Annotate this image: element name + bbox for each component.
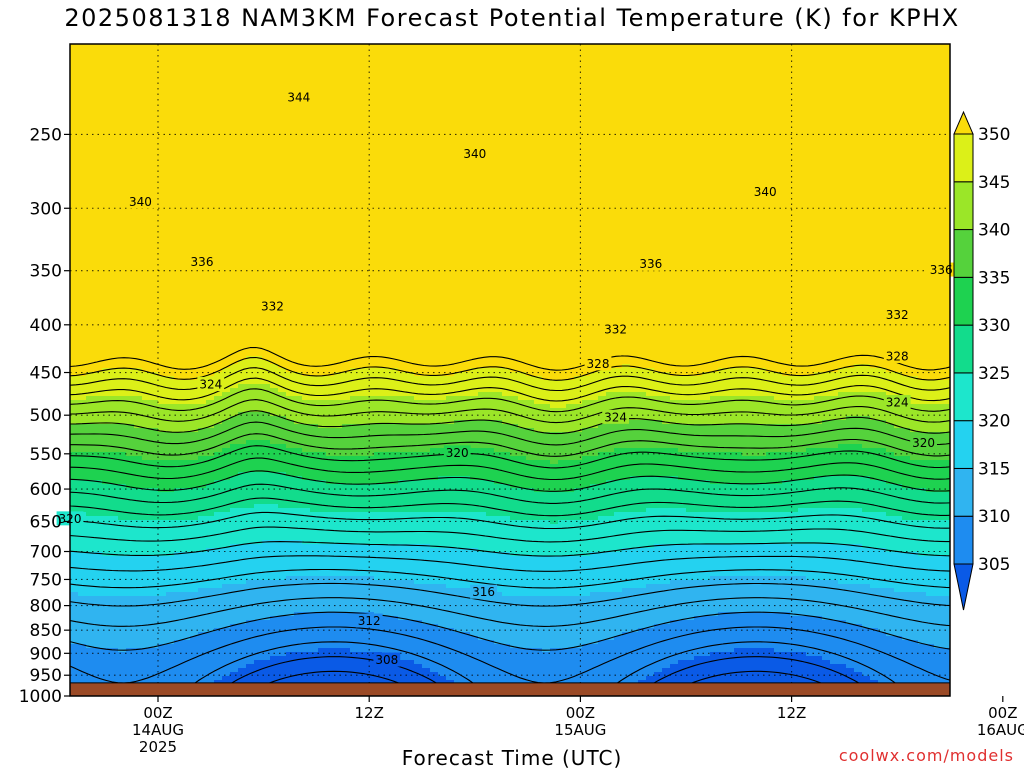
colorbar-label: 345	[978, 173, 1010, 193]
y-tick-label: 700	[30, 543, 62, 563]
colorbar-label: 335	[978, 268, 1010, 288]
colorbar-segment	[954, 421, 973, 469]
credit-link[interactable]: coolwx.com/models	[839, 746, 1014, 765]
potential-temperature-fill	[70, 44, 951, 697]
colorbar-segment	[954, 325, 973, 373]
colorbar-label: 350	[978, 125, 1010, 145]
colorbar-segment	[954, 468, 973, 516]
isentrope-label: 316	[472, 585, 495, 599]
x-tick-label: 14AUG	[132, 721, 184, 739]
colorbar-label: 305	[978, 555, 1010, 575]
colorbar-segment	[954, 182, 973, 230]
colorbar-bottom-arrow	[954, 564, 973, 610]
y-tick-label: 300	[30, 199, 62, 219]
isentrope-label: 324	[199, 378, 222, 392]
colorbar-top-arrow	[954, 112, 973, 134]
colorbar-segment	[954, 373, 973, 421]
y-tick-label: 950	[30, 666, 62, 686]
colorbar-segment	[954, 230, 973, 278]
terrain-band	[70, 683, 950, 696]
x-tick-label: 00Z	[143, 704, 172, 722]
x-tick-label: 12Z	[777, 704, 806, 722]
colorbar-segment	[954, 516, 973, 564]
y-tick-label: 250	[30, 125, 62, 145]
y-tick-label: 900	[30, 644, 62, 664]
y-tick-label: 750	[30, 570, 62, 590]
isentrope-label: 308	[375, 653, 398, 667]
colorbar-segment	[954, 277, 973, 325]
y-tick-label: 850	[30, 621, 62, 641]
y-tick-label: 650	[30, 512, 62, 532]
colorbar-label: 340	[978, 221, 1010, 241]
x-tick-label: 12Z	[355, 704, 384, 722]
colorbar-label: 325	[978, 364, 1010, 384]
isentrope-label: 332	[604, 322, 627, 336]
colorbar-label: 315	[978, 459, 1010, 479]
isentrope-label: 312	[358, 614, 381, 628]
isentrope-label: 336	[639, 257, 662, 271]
isentrope-label: 320	[446, 446, 469, 460]
isentrope-label: 336	[191, 255, 214, 269]
x-tick-label: 00Z	[988, 704, 1017, 722]
y-tick-label: 450	[30, 364, 62, 384]
colorbar-label: 330	[978, 316, 1010, 336]
isentrope-label: 340	[129, 195, 152, 209]
y-tick-label: 350	[30, 262, 62, 282]
isentrope-label: 332	[261, 300, 284, 314]
y-axis: 250 300 350 400 450 500 550 600 650 700 750 800 850 9…	[19, 125, 70, 707]
x-tick-label: 00Z	[566, 704, 595, 722]
isentrope-label: 340	[754, 185, 777, 199]
isentrope-label: 332	[886, 308, 909, 322]
colorbar-segment	[954, 134, 973, 182]
colorbar-label: 310	[978, 507, 1010, 527]
terrain-surface	[70, 683, 950, 696]
isentrope-label: 340	[463, 147, 486, 161]
y-tick-label: 800	[30, 597, 62, 617]
colorbar-label: 320	[978, 412, 1010, 432]
colorbar: 305 310 315 320 325 330 335 340 345 350	[954, 112, 1010, 610]
isentrope-label: 328	[587, 357, 610, 371]
isentrope-label: 344	[287, 91, 310, 105]
x-tick-label: 16AUG	[977, 721, 1024, 739]
y-tick-label: 600	[30, 480, 62, 500]
isentrope-label: 324	[604, 410, 627, 424]
y-tick-label: 550	[30, 445, 62, 465]
x-tick-label: 15AUG	[554, 721, 606, 739]
isentrope-label: 324	[886, 396, 909, 410]
y-tick-label: 400	[30, 316, 62, 336]
isentrope-label: 320	[912, 436, 935, 450]
y-tick-label: 500	[30, 406, 62, 426]
isentrope-label: 336	[930, 263, 953, 277]
y-tick-label: 1000	[19, 687, 62, 707]
isentrope-label: 328	[886, 349, 909, 363]
